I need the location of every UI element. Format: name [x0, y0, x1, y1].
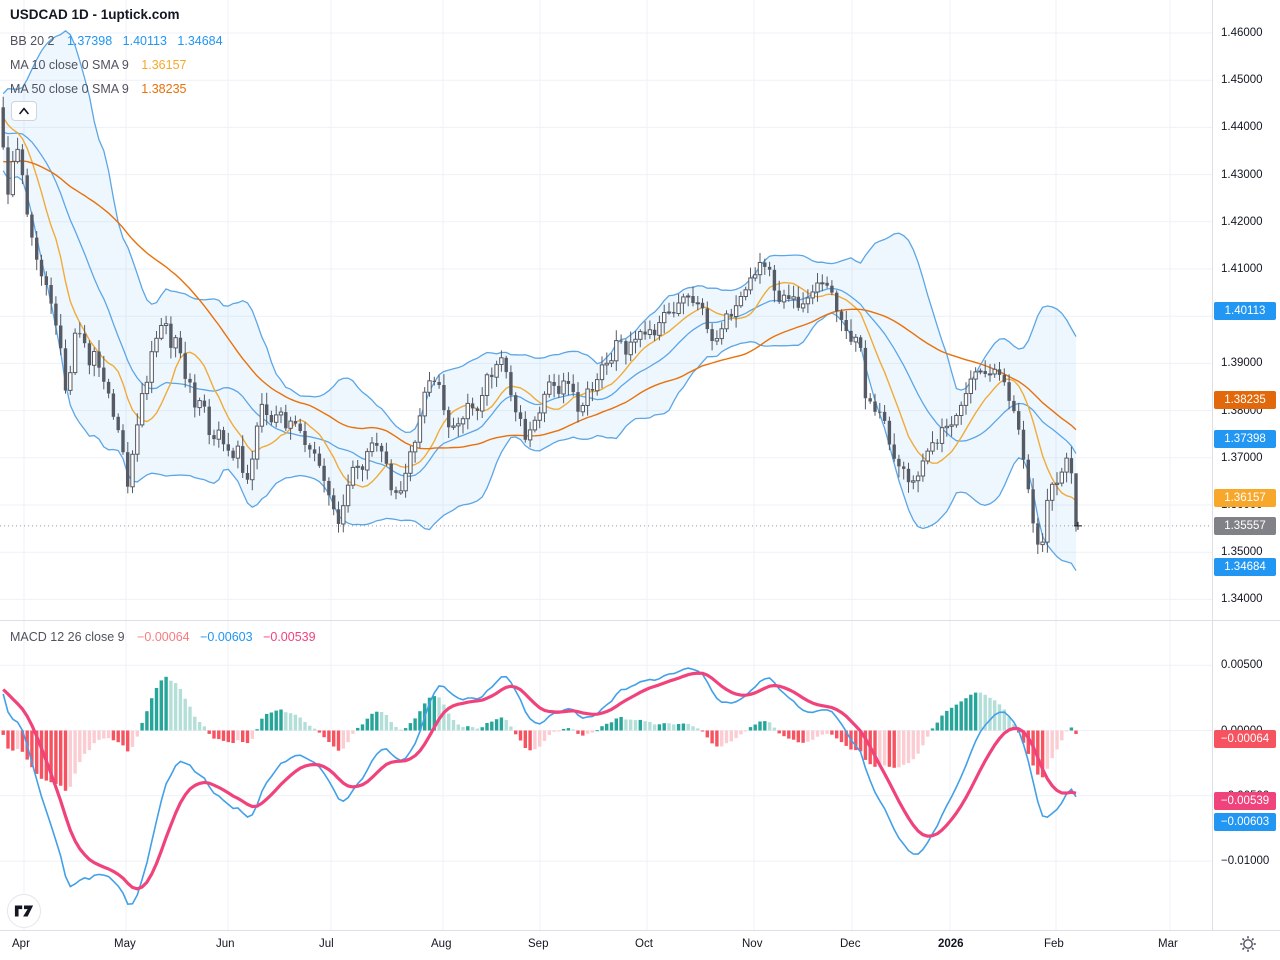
time-label-jul: Jul — [319, 938, 334, 950]
price-tick-label: 1.37000 — [1221, 451, 1263, 464]
time-label-nov: Nov — [742, 938, 763, 950]
time-label-2026: 2026 — [938, 938, 964, 950]
macd-badge-macd-signal: −0.00539 — [1214, 791, 1276, 810]
price-tick-label: 1.41000 — [1221, 263, 1263, 275]
macd-histogram — [1, 676, 1078, 791]
price-badge-bb-upper: 1.40113 — [1214, 301, 1276, 320]
time-label-jun: Jun — [216, 938, 235, 950]
indicator-row-macd[interactable]: MACD 12 26 close 9 −0.00064 −0.00603 −0.… — [10, 630, 323, 644]
price-badge-ma10: 1.36157 — [1214, 488, 1276, 507]
macd-label: MACD 12 26 close 9 — [10, 630, 125, 644]
price-tick-label: 1.42000 — [1221, 215, 1263, 228]
macd-badge-macd-line: −0.00603 — [1214, 813, 1276, 832]
time-label-dec: Dec — [840, 938, 861, 950]
price-tick-label: 1.39000 — [1221, 357, 1263, 370]
ma10-line — [2, 116, 1077, 502]
time-label-may: May — [114, 938, 136, 950]
bollinger-basis-line — [3, 131, 1077, 477]
macd-signal-value: −0.00539 — [263, 630, 316, 644]
chart-settings-button[interactable] — [1238, 934, 1258, 954]
price-tick-label: 1.34000 — [1221, 593, 1263, 606]
time-label-aug: Aug — [431, 938, 452, 950]
ma50-label: MA 50 close 0 SMA 9 — [10, 82, 129, 96]
bollinger-band-area — [3, 30, 1077, 571]
time-label-apr: Apr — [12, 938, 30, 950]
bb-upper-value: 1.40113 — [122, 34, 167, 48]
tradingview-logo-glyph — [14, 905, 34, 917]
price-tick-label: 1.35000 — [1221, 546, 1263, 559]
gridlines — [0, 0, 1212, 930]
macd-hist-value: −0.00064 — [137, 630, 190, 644]
collapse-indicators-button[interactable] — [11, 101, 37, 121]
price-badge-last-price: 1.35557 — [1214, 516, 1276, 535]
price-tick-label: 1.46000 — [1221, 27, 1263, 39]
time-label-oct: Oct — [635, 938, 653, 950]
bb-lower-value: 1.34684 — [177, 34, 223, 48]
symbol-title[interactable]: USDCAD 1D - 1uptick.com — [10, 7, 180, 22]
bollinger-lower-line — [2, 170, 1077, 572]
price-badge-bb-lower: 1.34684 — [1214, 558, 1276, 577]
macd-tick-label: 0.00500 — [1221, 659, 1263, 672]
chevron-up-icon — [19, 107, 29, 115]
price-tick-label: 1.43000 — [1221, 168, 1263, 181]
price-tick-label: 1.45000 — [1221, 74, 1263, 87]
gear-icon — [1240, 936, 1256, 952]
candles-up — [10, 148, 1069, 546]
pane-separators — [0, 0, 1280, 931]
time-label-sep: Sep — [528, 938, 549, 950]
bb-basis-value: 1.37398 — [66, 34, 113, 48]
time-label-mar: Mar — [1158, 938, 1178, 950]
ma50-line — [3, 160, 1077, 450]
price-tick-label: 1.44000 — [1221, 121, 1263, 134]
time-label-feb: Feb — [1044, 938, 1064, 950]
bollinger-upper-line — [2, 29, 1077, 434]
tradingview-logo[interactable] — [7, 894, 41, 928]
macd-line-value: −0.00603 — [200, 630, 253, 644]
price-badge-ma50: 1.38235 — [1214, 390, 1276, 409]
last-price-tick — [1074, 521, 1082, 530]
ma50-value: 1.38235 — [141, 82, 187, 96]
macd-line — [2, 667, 1077, 906]
ma10-value: 1.36157 — [141, 58, 187, 72]
macd-badge-macd-hist: −0.00064 — [1214, 729, 1276, 748]
indicator-row-ma10[interactable]: MA 10 close 0 SMA 9 1.36157 — [10, 58, 193, 72]
ma10-label: MA 10 close 0 SMA 9 — [10, 58, 129, 72]
macd-signal-line — [2, 671, 1077, 891]
candles-down — [1, 107, 1078, 545]
bb-label: BB 20 2 — [10, 34, 55, 48]
indicator-row-ma50[interactable]: MA 50 close 0 SMA 9 1.38235 — [10, 82, 193, 96]
indicator-row-bb[interactable]: BB 20 2 1.37398 1.40113 1.34684 — [10, 34, 230, 48]
price-badge-bb-basis: 1.37398 — [1214, 430, 1276, 448]
macd-tick-label: −0.01000 — [1221, 855, 1270, 868]
